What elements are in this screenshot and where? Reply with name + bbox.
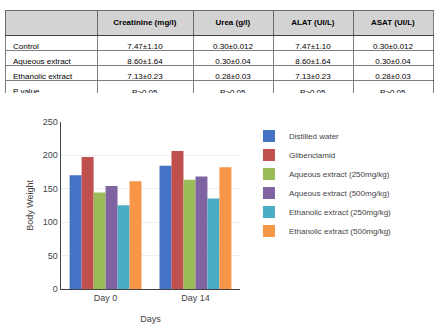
svg-text:Ethanolic extract: Ethanolic extract xyxy=(13,72,73,81)
svg-text:7.47±1.10: 7.47±1.10 xyxy=(295,42,331,51)
svg-text:7.47±1.10: 7.47±1.10 xyxy=(127,42,163,51)
svg-text:7.13±0.23: 7.13±0.23 xyxy=(295,72,331,81)
svg-text:Day 0: Day 0 xyxy=(94,293,118,303)
svg-text:Ethanolic extract (500mg/kg): Ethanolic extract (500mg/kg) xyxy=(289,227,391,236)
svg-text:P>0.05: P>0.05 xyxy=(300,88,326,93)
svg-text:0.28±0.03: 0.28±0.03 xyxy=(375,72,411,81)
svg-text:P>0.05: P>0.05 xyxy=(380,88,406,93)
svg-text:ASAT (UI/L): ASAT (UI/L) xyxy=(371,18,415,27)
svg-text:100: 100 xyxy=(43,217,58,227)
svg-text:Distilled water: Distilled water xyxy=(289,132,339,141)
svg-text:P>0.05: P>0.05 xyxy=(220,88,246,93)
svg-text:ALAT (UI/L): ALAT (UI/L) xyxy=(291,18,335,27)
svg-text:Urea (g/l): Urea (g/l) xyxy=(215,18,250,27)
svg-text:Creatinine (mg/l): Creatinine (mg/l) xyxy=(113,18,176,27)
svg-text:P>0.05: P>0.05 xyxy=(132,88,158,93)
svg-text:8.60±1.64: 8.60±1.64 xyxy=(295,57,331,66)
svg-text:50: 50 xyxy=(48,251,58,261)
svg-text:Day 14: Day 14 xyxy=(181,293,210,303)
svg-text:Ethanolic extract (250mg/kg): Ethanolic extract (250mg/kg) xyxy=(289,208,391,217)
svg-text:Glibenclamid: Glibenclamid xyxy=(289,151,335,160)
svg-text:0.30±0.012: 0.30±0.012 xyxy=(213,42,254,51)
svg-text:8.60±1.64: 8.60±1.64 xyxy=(127,57,163,66)
svg-text:P value: P value xyxy=(13,87,40,93)
svg-text:250: 250 xyxy=(43,117,58,127)
svg-text:150: 150 xyxy=(43,184,58,194)
svg-text:Aqueous extract (500mg/kg): Aqueous extract (500mg/kg) xyxy=(289,189,390,198)
svg-text:Aqueous extract (250mg/kg): Aqueous extract (250mg/kg) xyxy=(289,170,390,179)
svg-text:Control: Control xyxy=(13,42,39,51)
svg-text:0.30±0.04: 0.30±0.04 xyxy=(215,57,251,66)
svg-text:0.30±0.012: 0.30±0.012 xyxy=(373,42,414,51)
svg-text:200: 200 xyxy=(43,150,58,160)
svg-text:7.13±0.23: 7.13±0.23 xyxy=(127,72,163,81)
svg-text:0: 0 xyxy=(53,284,58,294)
svg-text:Body Weight: Body Weight xyxy=(25,179,35,230)
svg-text:Aqueous extract: Aqueous extract xyxy=(13,57,72,66)
svg-text:0.28±0.03: 0.28±0.03 xyxy=(215,72,251,81)
svg-text:Days: Days xyxy=(140,314,161,324)
svg-text:0.30±0.04: 0.30±0.04 xyxy=(375,57,411,66)
